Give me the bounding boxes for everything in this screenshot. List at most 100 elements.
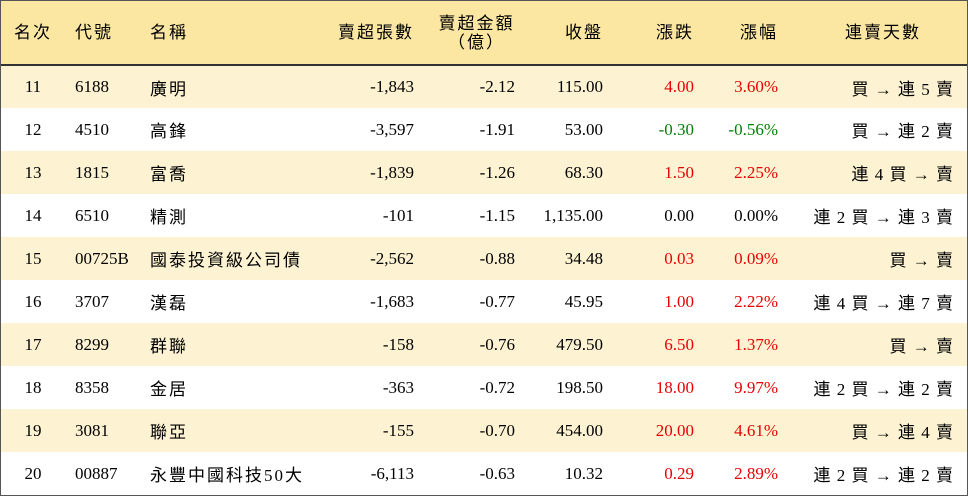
cell-name: 金居 <box>150 380 188 399</box>
table-row: 14 6510 精測 -101 -1.15 1,135.00 0.00 0.00% 連 2 買 … <box>1 194 967 237</box>
cell-net-sell-shares: -6,113 <box>370 463 414 483</box>
cell-streak: 連 2 買 → 連 3 賣 <box>813 208 954 227</box>
cell-code: 6510 <box>75 205 109 225</box>
header-row: 名次 代號 名稱 賣超張數 賣超金額 （億） 收盤 漲跌 漲幅 連賣天數 <box>1 1 967 66</box>
cell-net-sell-amount: -0.63 <box>479 463 515 483</box>
header-streak: 連賣天數 <box>785 1 967 66</box>
table-row: 19 3081 聯亞 -155 -0.70 454.00 20.00 4.61% 買 → 連 4… <box>1 409 967 452</box>
cell-close: 34.48 <box>564 248 603 268</box>
cell-name: 永豐中國科技50大 <box>150 466 304 485</box>
cell-code: 6188 <box>75 77 109 96</box>
cell-net-sell-amount: -1.26 <box>479 162 515 182</box>
table-row: 18 8358 金居 -363 -0.72 198.50 18.00 9.97% 連 2 買 →… <box>1 366 967 409</box>
header-net-sell-amount-line2: （億） <box>448 32 505 52</box>
header-net-sell-amount-line1: 賣超金額 <box>438 13 515 33</box>
cell-change-pct: -0.56% <box>728 119 778 139</box>
cell-name: 富喬 <box>150 165 188 184</box>
cell-rank: 15 <box>24 248 42 268</box>
cell-code: 8299 <box>75 334 109 354</box>
cell-streak: 連 2 買 → 連 2 賣 <box>813 380 954 399</box>
cell-change: 0.00 <box>664 205 694 225</box>
header-net-sell-shares: 賣超張數 <box>319 1 416 66</box>
cell-streak: 買 → 連 5 賣 <box>851 79 954 99</box>
cell-change: 4.00 <box>664 77 694 96</box>
cell-close: 68.30 <box>564 162 603 182</box>
cell-streak: 買 → 賣 <box>889 251 954 270</box>
cell-change: 1.50 <box>664 162 694 182</box>
header-code: 代號 <box>65 1 149 66</box>
cell-close: 479.50 <box>556 334 603 354</box>
cell-change: 1.00 <box>664 291 694 311</box>
cell-net-sell-shares: -2,562 <box>370 248 414 268</box>
cell-code: 3081 <box>75 420 109 440</box>
cell-name: 聯亞 <box>150 423 188 442</box>
cell-net-sell-shares: -1,839 <box>370 162 414 182</box>
cell-net-sell-amount: -2.12 <box>479 77 515 96</box>
cell-change-pct: 9.97% <box>734 377 778 397</box>
cell-net-sell-amount: -0.70 <box>479 420 515 440</box>
cell-name: 廣明 <box>150 79 188 99</box>
cell-change: -0.30 <box>658 119 694 139</box>
cell-close: 45.95 <box>564 291 603 311</box>
cell-code: 3707 <box>75 291 109 311</box>
cell-close: 454.00 <box>556 420 603 440</box>
cell-net-sell-amount: -0.88 <box>479 248 515 268</box>
cell-change: 20.00 <box>655 420 694 440</box>
cell-net-sell-amount: -0.72 <box>479 377 515 397</box>
cell-name: 漢磊 <box>150 294 188 313</box>
cell-rank: 16 <box>24 291 42 311</box>
cell-code: 00887 <box>75 463 118 483</box>
header-name: 名稱 <box>149 1 319 66</box>
cell-close: 1,135.00 <box>543 205 604 225</box>
cell-rank: 13 <box>24 162 42 182</box>
cell-change-pct: 2.89% <box>734 463 778 483</box>
cell-net-sell-amount: -1.91 <box>479 119 515 139</box>
cell-change-pct: 1.37% <box>734 334 778 354</box>
cell-streak: 連 4 買 → 連 7 賣 <box>813 294 954 313</box>
cell-close: 115.00 <box>556 77 603 96</box>
cell-streak: 連 2 買 → 連 2 賣 <box>813 466 954 485</box>
table-row: 20 00887 永豐中國科技50大 -6,113 -0.63 10.32 0.29 2.89… <box>1 452 967 495</box>
cell-close: 10.32 <box>564 463 603 483</box>
cell-code: 1815 <box>75 162 109 182</box>
cell-change-pct: 2.22% <box>734 291 778 311</box>
table-body: 11 6188 廣明 -1,843 -2.12 115.00 4.00 3.60% 買 → 連 … <box>1 65 967 495</box>
cell-change-pct: 0.09% <box>734 248 778 268</box>
cell-name: 高鋒 <box>150 122 188 141</box>
cell-name: 國泰投資級公司債 <box>150 251 302 270</box>
cell-change: 18.00 <box>655 377 694 397</box>
table-row: 16 3707 漢磊 -1,683 -0.77 45.95 1.00 2.22% 連 4 買 →… <box>1 280 967 323</box>
cell-streak: 買 → 連 2 賣 <box>851 122 954 141</box>
cell-change: 0.29 <box>664 463 694 483</box>
cell-rank: 11 <box>24 77 42 96</box>
table-row: 15 00725B 國泰投資級公司債 -2,562 -0.88 34.48 0.03 0.09… <box>1 237 967 280</box>
header-rank: 名次 <box>1 1 65 66</box>
cell-net-sell-shares: -101 <box>382 205 414 225</box>
cell-net-sell-amount: -0.76 <box>479 334 515 354</box>
header-change-pct: 漲幅 <box>696 1 785 66</box>
cell-net-sell-amount: -0.77 <box>479 291 515 311</box>
header-net-sell-amount: 賣超金額 （億） <box>416 1 517 66</box>
cell-code: 00725B <box>75 248 129 268</box>
header-close: 收盤 <box>517 1 606 66</box>
cell-rank: 18 <box>24 377 42 397</box>
cell-change-pct: 2.25% <box>734 162 778 182</box>
cell-streak: 連 4 買 → 賣 <box>851 165 954 184</box>
cell-close: 198.50 <box>556 377 603 397</box>
cell-code: 4510 <box>75 119 109 139</box>
header-change: 漲跌 <box>606 1 696 66</box>
cell-net-sell-shares: -155 <box>382 420 414 440</box>
table-row: 13 1815 富喬 -1,839 -1.26 68.30 1.50 2.25% 連 4 買 →… <box>1 151 967 194</box>
cell-change: 0.03 <box>664 248 694 268</box>
cell-change: 6.50 <box>664 334 694 354</box>
cell-rank: 14 <box>24 205 42 225</box>
cell-streak: 買 → 賣 <box>889 337 954 356</box>
cell-code: 8358 <box>75 377 109 397</box>
cell-rank: 19 <box>24 420 42 440</box>
cell-net-sell-shares: -1,683 <box>370 291 414 311</box>
cell-change-pct: 4.61% <box>734 420 778 440</box>
cell-rank: 12 <box>24 119 42 139</box>
table-row: 11 6188 廣明 -1,843 -2.12 115.00 4.00 3.60% 買 → 連 … <box>1 65 967 108</box>
